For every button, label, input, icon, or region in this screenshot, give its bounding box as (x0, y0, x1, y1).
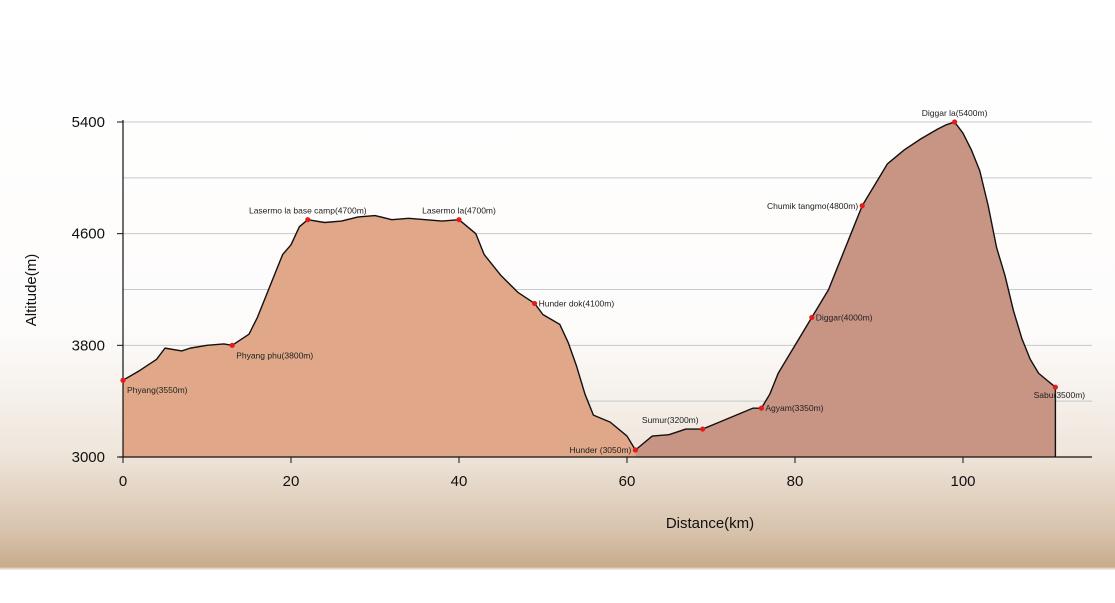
profile-areas (122, 121, 1057, 457)
waypoint-marker (859, 203, 865, 209)
x-tick-label: 80 (787, 473, 804, 490)
waypoint-label: Chumik tangmo(4800m) (767, 201, 858, 211)
y-axis-ticks: 3000 3800 4600 5400 (72, 114, 123, 466)
y-tick-label: 4600 (72, 226, 105, 243)
waypoint-marker (305, 217, 311, 223)
waypoint-marker (809, 314, 815, 321)
waypoint-label: Sabu(3500m) (1034, 390, 1086, 400)
waypoint-label: Sumur(3200m) (642, 415, 699, 425)
x-tick-label: 40 (451, 473, 468, 490)
waypoint-marker (229, 342, 235, 348)
waypoint-label: Lasermo la base camp(4700m) (249, 206, 367, 216)
waypoint-label: Agyam(3350m) (765, 403, 823, 413)
waypoint-marker (456, 217, 462, 223)
x-tick-label: 60 (619, 473, 636, 490)
waypoint-marker (632, 447, 639, 453)
y-tick-label: 5400 (72, 114, 105, 131)
waypoint-label: Phyang phu(3800m) (236, 350, 313, 360)
profile-line (122, 121, 1057, 457)
waypoint-label: Diggar la(5400m) (922, 108, 988, 118)
waypoint-label: Phyang(3550m) (127, 385, 188, 395)
axes (119, 120, 1092, 458)
x-axis-ticks: 0 20 40 60 80 100 (119, 457, 976, 490)
x-tick-label: 20 (283, 473, 300, 490)
x-axis-title: Distance(km) (666, 515, 754, 532)
area-segment-1 (123, 215, 636, 457)
waypoint-label: Hunder dok(4100m) (539, 298, 615, 308)
y-tick-label: 3000 (72, 449, 105, 466)
waypoint-marker (700, 426, 706, 432)
waypoint-marker (952, 119, 958, 125)
waypoint-marker (1052, 384, 1058, 390)
waypoint-label: Lasermo la(4700m) (422, 206, 496, 216)
waypoint-label: Diggar(4000m) (816, 312, 873, 322)
waypoint-marker (758, 405, 765, 411)
y-tick-label: 3800 (72, 337, 105, 354)
waypoint-label: Hunder (3050m) (570, 445, 632, 455)
x-tick-label: 0 (119, 473, 127, 490)
x-tick-label: 100 (950, 473, 975, 490)
waypoint-marker (120, 377, 126, 383)
waypoint-marker (532, 300, 538, 307)
waypoint-markers: Phyang(3550m) Phyang phu(3800m) Lasermo la… (120, 108, 1085, 455)
y-axis-title: Altitude(m) (23, 254, 40, 327)
area-segment-2 (635, 122, 1056, 457)
